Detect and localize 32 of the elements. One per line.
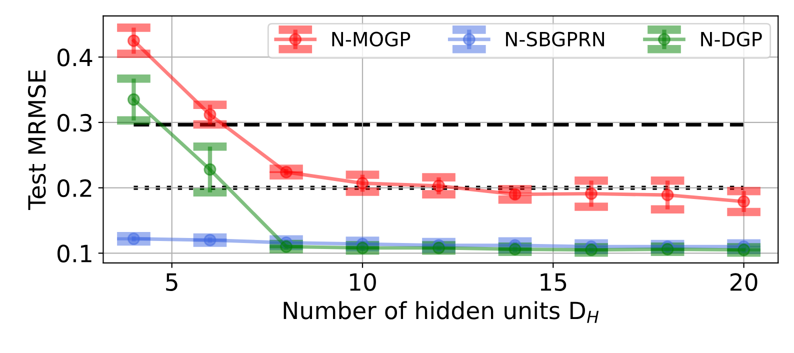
point [356,242,369,254]
point [585,244,598,256]
y-axis-title: Test MRMSE [28,70,46,210]
point [661,243,674,256]
y-tick-label: 0.2 [58,179,92,198]
y-tick-label: 0.4 [58,48,92,66]
point [280,166,292,178]
point [280,240,292,253]
point [356,176,369,190]
point [204,108,216,121]
point [204,234,216,246]
legend-label: N-DGP [701,32,762,46]
x-tick-label: 15 [540,273,566,291]
point [585,187,598,200]
legend-label: N-MOGP [332,32,410,46]
point [127,34,140,47]
point [204,163,216,176]
x-tick-label: 5 [166,273,178,291]
y-tick-label: 0.3 [58,114,92,132]
point [432,242,446,254]
point [127,93,140,106]
x-axis-title: Number of hidden units D$_{H}$ [284,301,599,323]
legend-label: N-SBGPRN [506,32,604,46]
point [432,180,446,192]
point [508,243,522,256]
x-tick-label: 20 [730,273,758,291]
point [738,195,750,208]
point [661,188,674,202]
point [508,188,522,201]
x-tick-label: 10 [350,273,376,291]
point [127,232,140,246]
y-tick-label: 0.1 [58,244,92,262]
